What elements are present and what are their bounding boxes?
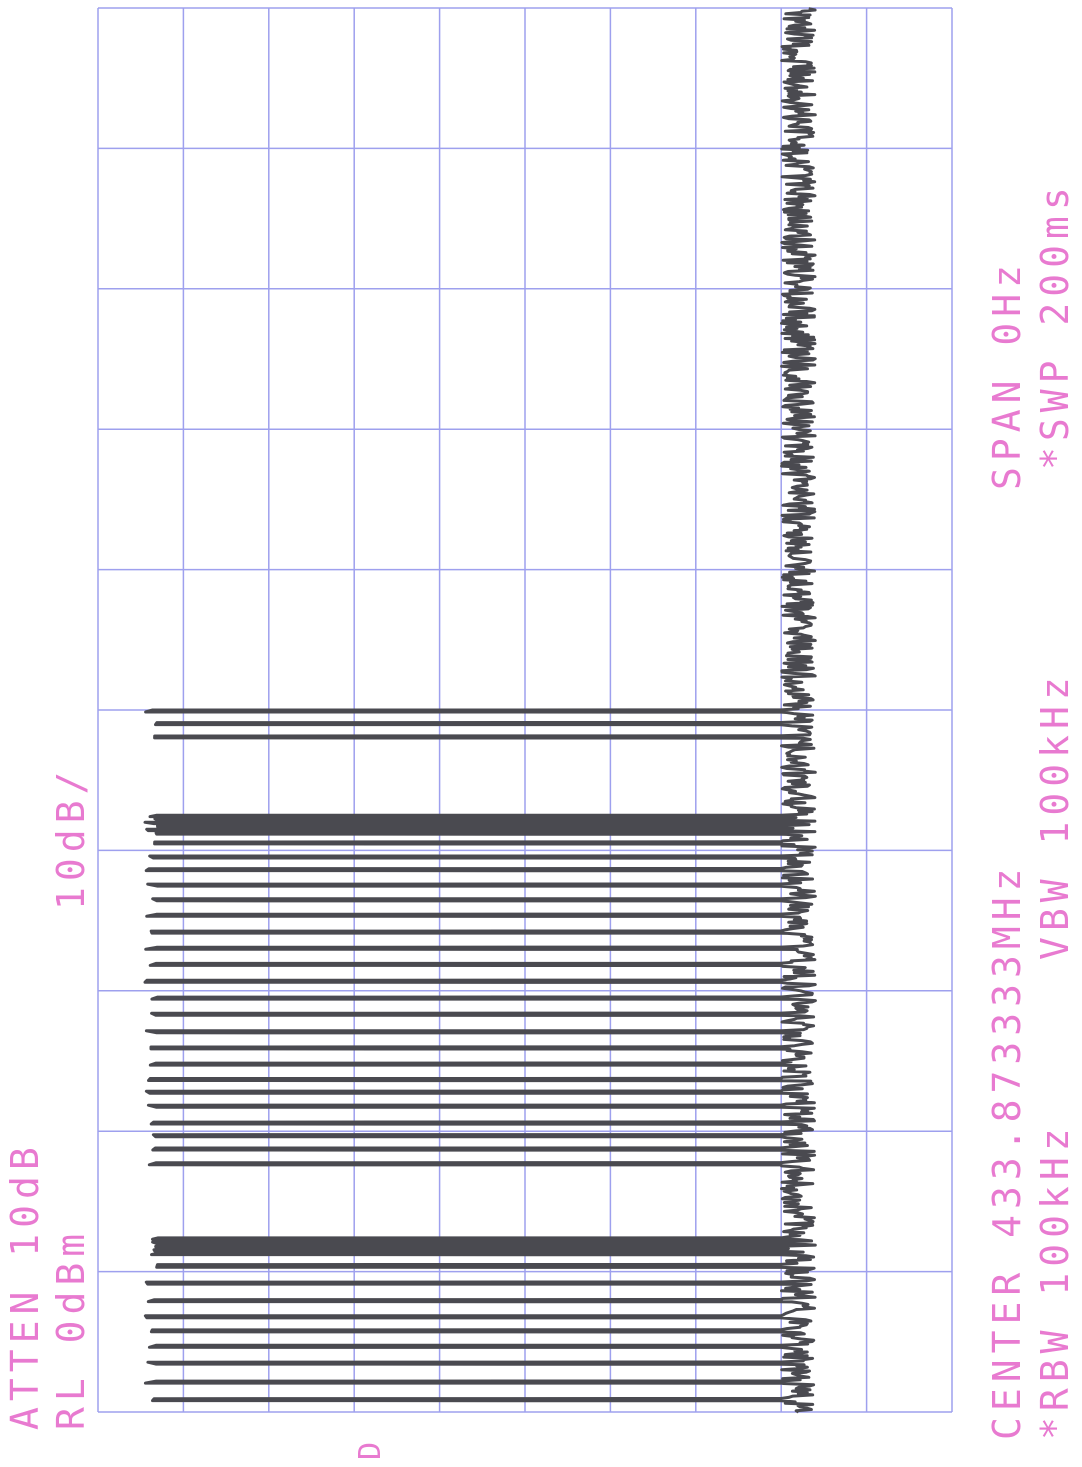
span-label: SPAN 0Hz: [985, 259, 1029, 490]
ref-level-label: RL 0dBm: [49, 1228, 93, 1430]
rbw-label: *RBW 100kHz: [1033, 1122, 1077, 1440]
marker-d-label: D: [353, 1442, 388, 1460]
sweep-time-label: *SWP 200ms: [1033, 181, 1077, 470]
center-frequency-label: CENTER 433.873333MHz: [985, 862, 1029, 1440]
atten-label: ATTEN 10dB: [3, 1141, 47, 1430]
vbw-label: VBW 100kHz: [1033, 671, 1077, 960]
signal-trace: [143, 7, 817, 1414]
scale-label: 10dB/: [49, 766, 93, 910]
